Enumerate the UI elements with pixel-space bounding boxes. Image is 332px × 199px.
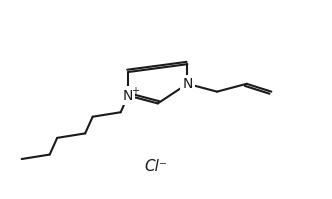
Text: N: N — [123, 89, 133, 102]
Text: N: N — [182, 77, 193, 91]
Text: +: + — [131, 86, 139, 96]
Text: Cl⁻: Cl⁻ — [145, 159, 168, 174]
